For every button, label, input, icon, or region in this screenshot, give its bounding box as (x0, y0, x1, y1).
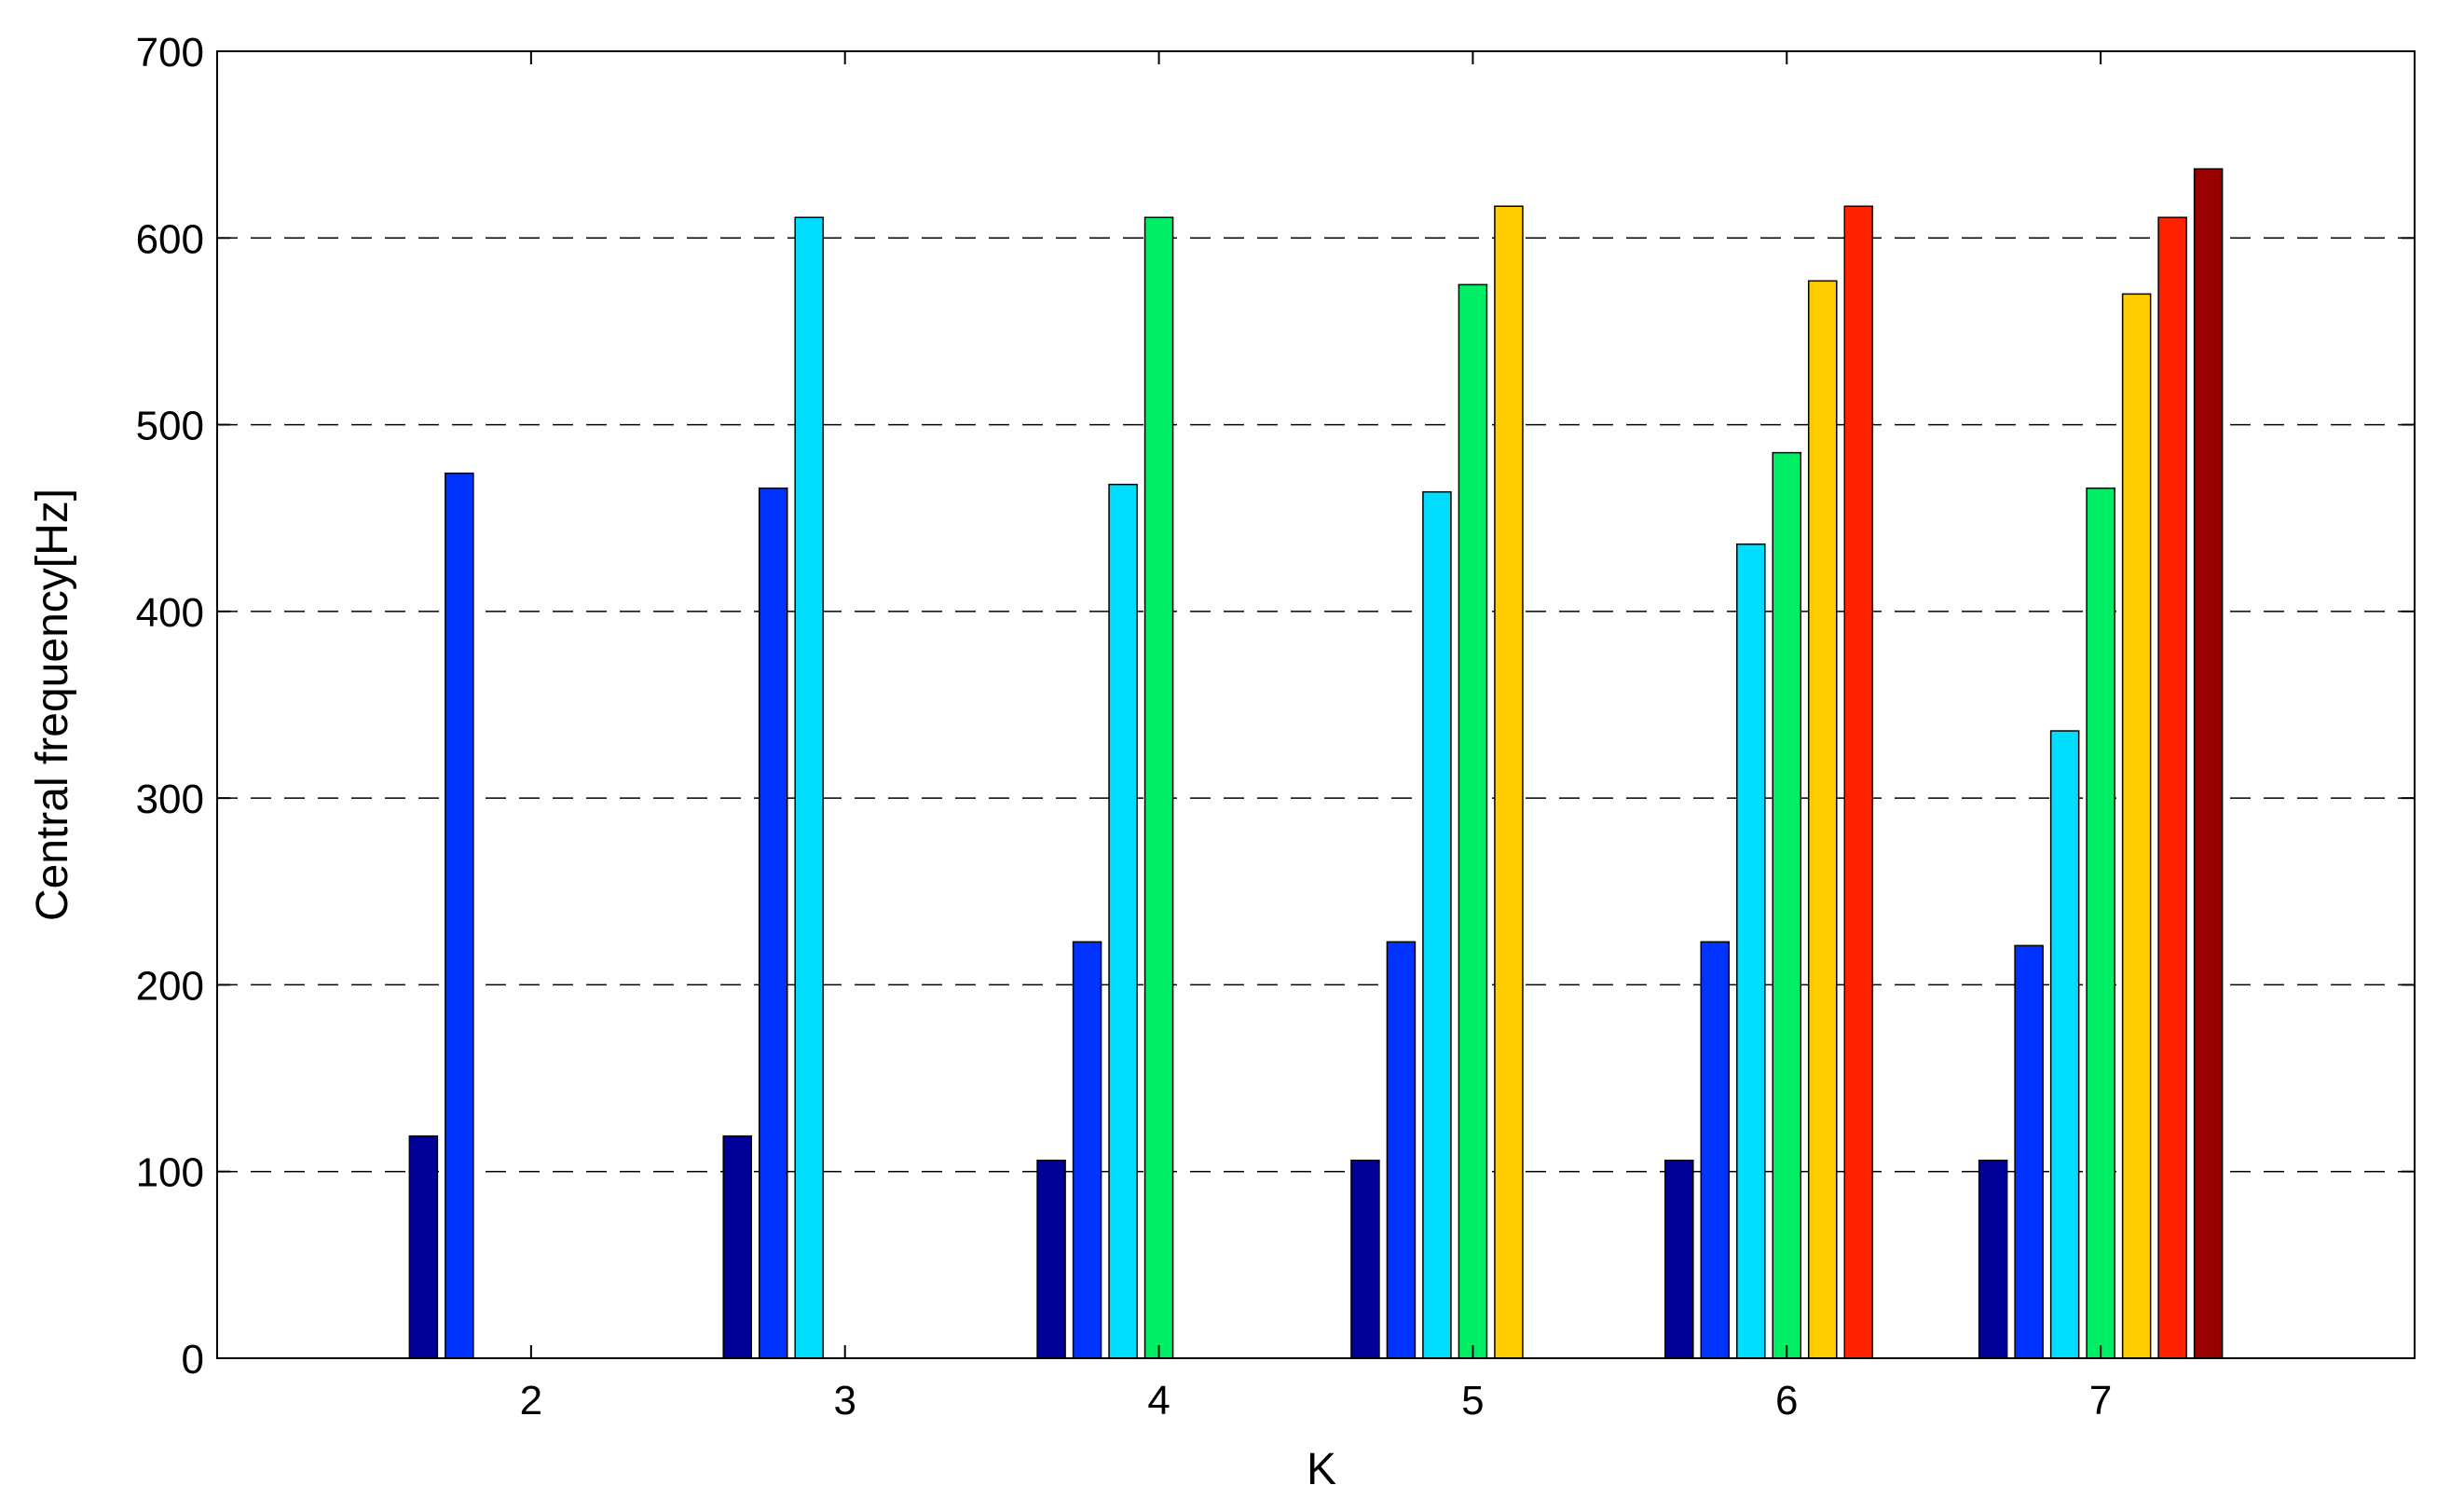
bar (1700, 941, 1731, 1359)
bar (1072, 941, 1102, 1359)
bar (794, 216, 824, 1359)
bars (408, 168, 2224, 1359)
bar (2086, 487, 2115, 1359)
y-tick-label: 400 (136, 590, 204, 636)
plot-frame (216, 50, 2416, 1359)
bar (1386, 941, 1417, 1359)
bar (2157, 216, 2187, 1359)
bar (1843, 205, 1874, 1359)
y-tick-label: 300 (136, 777, 204, 822)
bar (1458, 283, 1488, 1359)
bar (1808, 280, 1838, 1359)
bar (1350, 1159, 1380, 1359)
bar (1664, 1159, 1694, 1359)
bar (2193, 168, 2224, 1359)
x-tick-label: 7 (2089, 1378, 2112, 1423)
x-axis-label: K (1307, 1445, 1336, 1494)
bar (2121, 293, 2152, 1359)
bar (2049, 730, 2080, 1359)
gridlines (217, 237, 2415, 1173)
bar (1422, 490, 1452, 1359)
x-tick-label: 3 (833, 1378, 856, 1423)
bar (1108, 483, 1138, 1359)
y-tick-label: 700 (136, 30, 204, 76)
bar (445, 472, 474, 1359)
y-tick-label: 0 (182, 1337, 204, 1382)
x-tick-label: 5 (1461, 1378, 1484, 1423)
y-tick-label: 100 (136, 1150, 204, 1196)
bar (722, 1135, 752, 1359)
bar (1736, 543, 1766, 1359)
x-tick-label: 2 (520, 1378, 542, 1423)
bar (1036, 1159, 1066, 1359)
y-tick-label: 200 (136, 963, 204, 1009)
x-tick-label: 4 (1147, 1378, 1170, 1423)
bar (1143, 216, 1174, 1359)
y-axis-label: Central frequency[Hz] (28, 488, 77, 921)
bar (1494, 205, 1524, 1359)
bar (1772, 451, 1802, 1359)
y-tick-label: 500 (136, 404, 204, 449)
bar (2014, 944, 2044, 1359)
plot-background (217, 51, 2415, 1358)
bar (758, 487, 788, 1359)
axis-ticks: 0 100 200 300 400 500 600 700 2 3 4 5 6 7 (136, 30, 2415, 1423)
x-tick-label: 6 (1775, 1378, 1798, 1423)
bar (408, 1135, 439, 1359)
bar (1978, 1159, 2008, 1359)
y-tick-label: 600 (136, 216, 204, 262)
